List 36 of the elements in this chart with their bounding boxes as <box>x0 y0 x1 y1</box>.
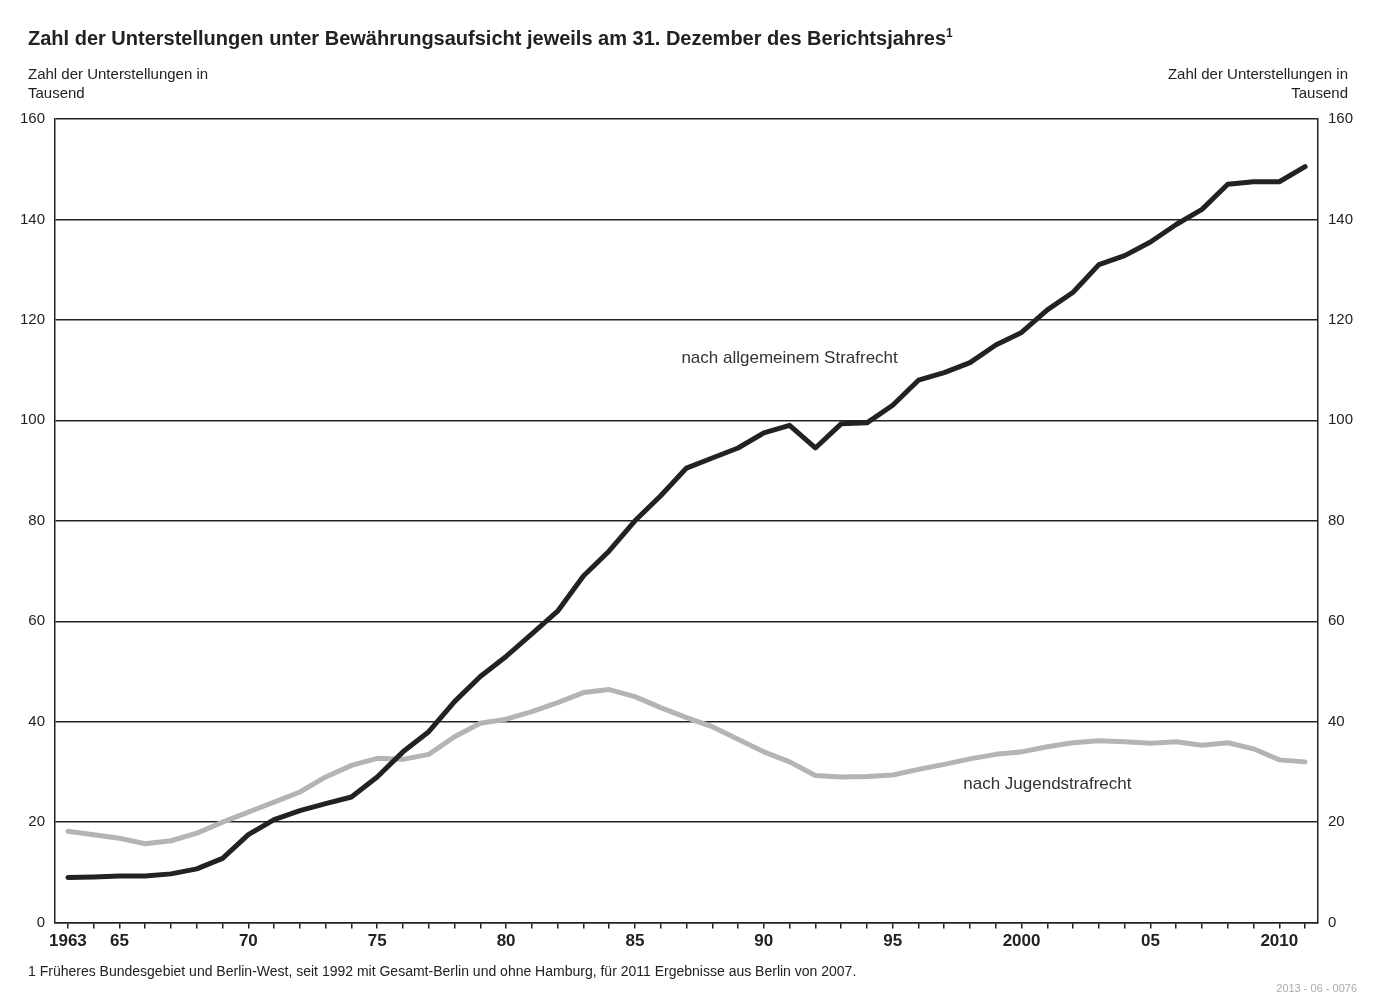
y2-tick-label: 80 <box>1327 510 1345 528</box>
y-tick-label: 120 <box>20 310 46 328</box>
text: 1 Früheres Bundesgebiet und Berlin-West, seit 1992 mit Gesamt-Berlin und ohne Hamburg, für 2011 Ergebnisse aus Berlin von 2007. <box>28 963 857 979</box>
y-tick-label: 80 <box>28 510 46 528</box>
y-tick-label: 140 <box>20 209 46 227</box>
x-tick-label: 80 <box>496 931 516 951</box>
series-label: nach allgemeinem Strafrecht <box>681 348 899 368</box>
x-tick-label: 2000 <box>1002 931 1041 951</box>
x-tick-label: 85 <box>625 931 645 951</box>
y-tick-label: 100 <box>20 410 46 428</box>
chart-title: Zahl der Unterstellungen unter Bewährungsaufsicht jeweils am 31. Dezember des Berichtsjahres$^{1}$ <box>28 26 953 50</box>
y2-axis-title: Zahl der Unterstellungen in Tausend <box>1166 64 1348 102</box>
y2-tick-label: 100 <box>1327 410 1353 428</box>
y-tick-label: 160 <box>20 109 46 127</box>
y2-tick-label: 160 <box>1327 109 1353 127</box>
y2-tick-label: 140 <box>1327 209 1353 227</box>
y2-tick-label: 20 <box>1327 812 1345 830</box>
y-tick-label: 20 <box>28 812 46 830</box>
y2-tick-label: 60 <box>1327 611 1345 629</box>
x-tick-label: 2010 <box>1260 931 1299 951</box>
x-tick-label: 90 <box>754 931 774 951</box>
y-tick-label: 40 <box>28 711 46 729</box>
y-axis-title: Zahl der Unterstellungen in Tausend <box>28 64 210 102</box>
x-tick-label: 05 <box>1140 931 1160 951</box>
x-tick-label: 70 <box>238 931 258 951</box>
x-tick-label: 75 <box>367 931 387 951</box>
y-tick-label: 0 <box>36 912 46 930</box>
y2-tick-label: 120 <box>1327 310 1353 328</box>
x-tick-label: 95 <box>883 931 903 951</box>
text: 2013 - 06 - 0076 <box>1276 982 1357 994</box>
y2-tick-label: 40 <box>1327 711 1345 729</box>
x-tick-label: 1963 <box>49 931 87 951</box>
series-label: nach Jugendstrafrecht <box>963 773 1132 793</box>
y2-tick-label: 0 <box>1327 912 1337 930</box>
x-tick-label: 65 <box>110 931 129 951</box>
y-tick-label: 60 <box>28 611 46 629</box>
